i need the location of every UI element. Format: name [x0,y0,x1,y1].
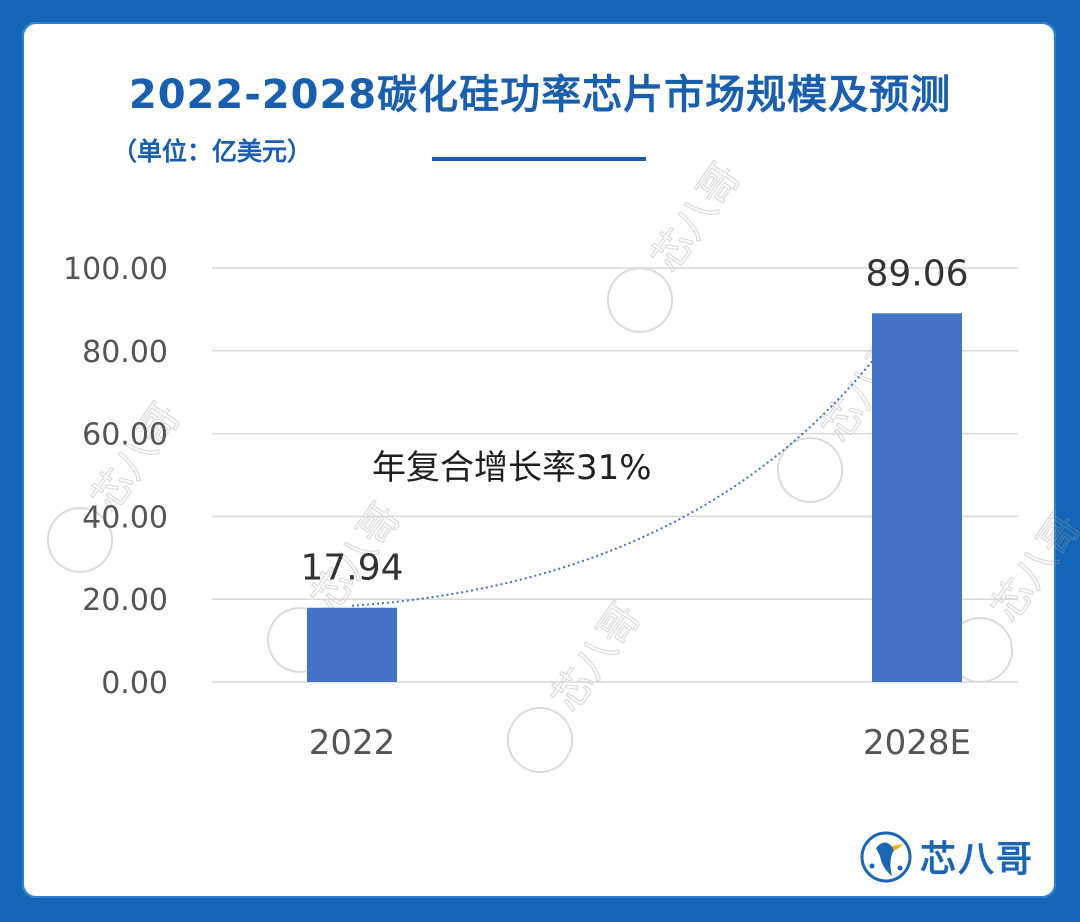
unit-label: （单位：亿美元） [112,137,313,166]
y-tick-label: 40.00 [82,500,168,535]
watermark-logo-icon [777,437,843,503]
logo-text: 芯八哥 [920,839,1035,880]
chart-title: 2022-2028碳化硅功率芯片市场规模及预测 [128,72,952,118]
y-tick-label: 60.00 [82,418,168,453]
data-labels: 17.94 89.06 [300,253,968,588]
watermark-text: 芯八哥 [543,595,650,720]
y-tick-label: 100.00 [63,252,168,287]
watermark-logo-icon [47,507,113,573]
bar [872,313,962,682]
bar-value-label: 17.94 [300,548,403,589]
cagr-annotation: 年复合增长率31% [372,448,652,488]
watermark-logo-icon [507,707,573,773]
y-axis-ticks: 0.00 20.00 40.00 60.00 80.00 100.00 [63,252,168,701]
watermark-logo-icon [607,267,673,333]
watermark-text: 芯八哥 [643,155,750,280]
x-axis-ticks: 2022 2028E [309,723,971,763]
y-tick-label: 80.00 [82,335,168,370]
watermark-text: 芯八哥 [983,505,1080,630]
x-tick-label: 2022 [309,723,396,763]
title-underline [432,157,646,161]
kingfisher-logo-icon [860,831,912,883]
watermark: 芯八哥 [507,595,650,773]
brand-logo: 芯八哥 [858,826,1038,888]
bar-value-label: 89.06 [865,253,968,294]
y-tick-label: 0.00 [101,666,168,701]
bar [307,607,397,682]
y-tick-label: 20.00 [82,583,168,618]
x-tick-label: 2028E [863,723,971,763]
bars [307,313,962,682]
watermark: 芯八哥 [607,155,750,333]
